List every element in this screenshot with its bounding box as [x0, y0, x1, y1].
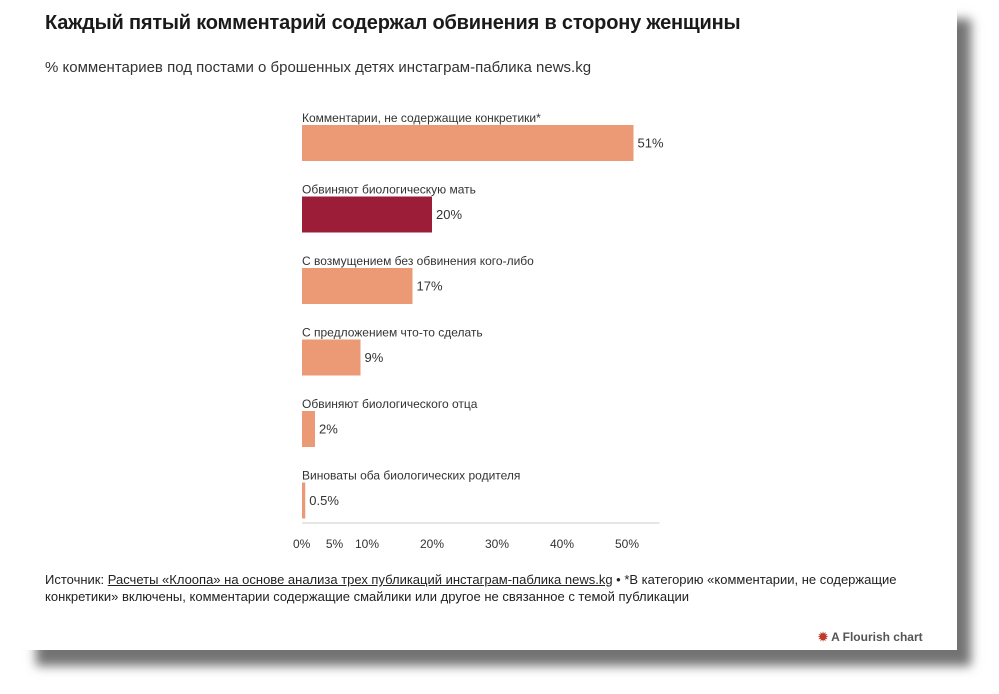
bar[interactable] — [302, 339, 361, 376]
bar-value-label: 0.5% — [309, 493, 339, 508]
footnote-text: • *В категорию «комментарии, не содержащ… — [45, 572, 897, 604]
category-label: Комментарии, не содержащие конкретики* — [302, 111, 541, 125]
category-label: С возмущением без обвинения кого-либо — [302, 254, 534, 268]
chart-card — [22, 3, 957, 650]
x-tick-label: 10% — [355, 537, 379, 551]
x-tick-label: 0% — [293, 537, 311, 551]
category-label: С предложением что-то сделать — [302, 326, 483, 340]
chart-footer: Источник: Расчеты «Клоопа» на основе ана… — [45, 571, 915, 605]
bar-value-label: 9% — [365, 350, 384, 365]
chart-subtitle: % комментариев под постами о брошенных д… — [45, 59, 592, 76]
category-label: Виноваты оба биологических родителя — [302, 469, 520, 483]
flourish-logo-icon: ✹ — [818, 630, 829, 644]
bar[interactable] — [302, 196, 432, 233]
flourish-credit[interactable]: ✹ A Flourish chart — [818, 630, 923, 644]
bar-value-label: 51% — [638, 135, 664, 150]
category-label: Обвиняют биологическую мать — [302, 183, 476, 197]
source-prefix: Источник: — [45, 572, 108, 587]
x-tick-label: 40% — [550, 537, 574, 551]
bar[interactable] — [302, 268, 413, 304]
x-axis-ticks: 0% 5% 10% 20% 30% 40% 50% — [293, 537, 639, 551]
bar[interactable] — [302, 411, 315, 447]
category-label: Обвиняют биологического отца — [302, 397, 478, 411]
flourish-credit-label: A Flourish chart — [831, 630, 923, 644]
x-tick-label: 20% — [420, 537, 444, 551]
bar-value-label: 20% — [436, 207, 462, 222]
bar-value-label: 17% — [417, 278, 443, 293]
chart-title: Каждый пятый комментарий содержал обвине… — [45, 12, 741, 34]
x-tick-label: 5% — [326, 537, 344, 551]
bars-layer: Комментарии, не содержащие конкретики* 51… — [302, 111, 664, 519]
bar-chart: Комментарии, не содержащие конкретики* 51… — [293, 111, 664, 551]
bar[interactable] — [302, 482, 306, 519]
bar[interactable] — [302, 125, 634, 161]
source-link[interactable]: Расчеты «Клоопа» на основе анализа трех … — [107, 572, 613, 587]
x-tick-label: 30% — [485, 537, 509, 551]
x-tick-label: 50% — [615, 537, 639, 551]
bar-value-label: 2% — [319, 421, 338, 436]
